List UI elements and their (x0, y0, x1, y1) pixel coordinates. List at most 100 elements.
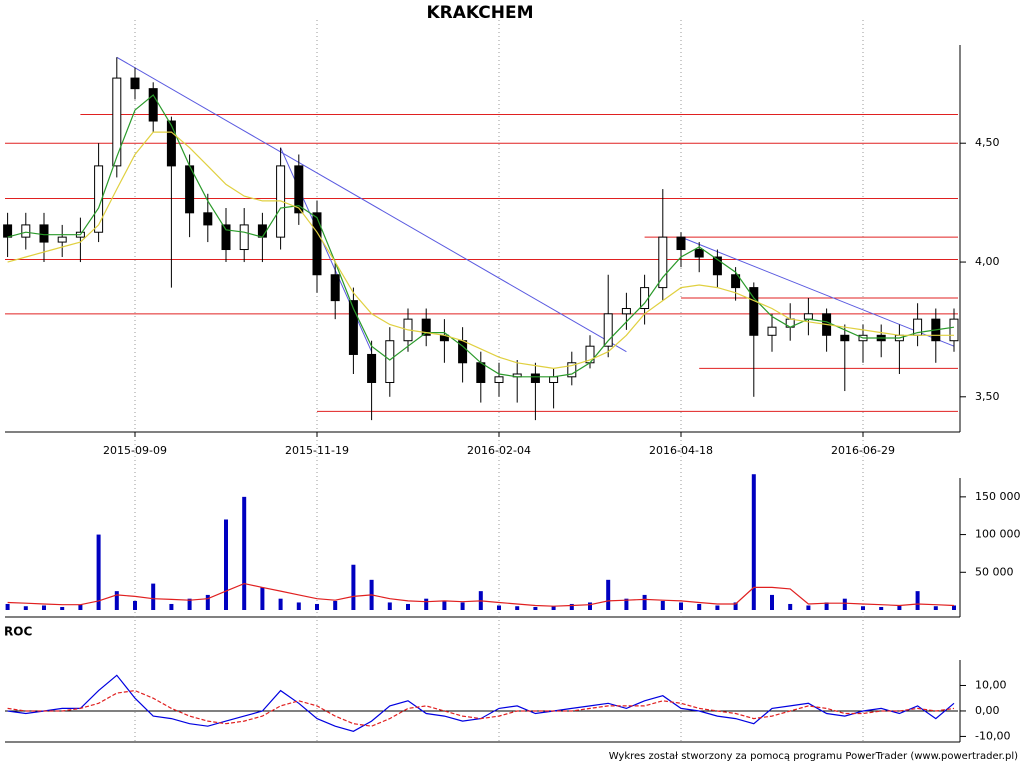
bar (606, 579, 611, 610)
bar (733, 602, 738, 610)
candle-body (367, 353, 377, 383)
candle-body (312, 212, 322, 276)
bar (770, 594, 774, 610)
bar (642, 594, 647, 610)
candle-body (257, 224, 267, 238)
candle-body (203, 212, 213, 226)
line-series (7, 131, 954, 370)
bar (333, 600, 338, 610)
y-tick-label: 3,50 (975, 390, 1000, 403)
candle-body (185, 165, 195, 214)
bar (751, 474, 756, 610)
y-tick-label: 50 000 (975, 565, 1014, 578)
candle-body (348, 300, 358, 355)
y-tick-label: 10,00 (975, 678, 1007, 691)
candle-body (676, 236, 686, 251)
bar (169, 603, 174, 610)
bar (915, 591, 920, 610)
candle-body (712, 256, 722, 276)
trend-line (116, 56, 627, 353)
candle-body (803, 313, 813, 320)
candle-body (330, 274, 340, 302)
bar (442, 600, 447, 610)
bar (351, 564, 356, 610)
candle-body (549, 376, 559, 383)
candle-body (749, 287, 759, 336)
bar (569, 603, 574, 610)
bar (114, 591, 119, 610)
y-tick-label: 100 000 (975, 528, 1021, 541)
line-series (7, 689, 955, 727)
candle-body (130, 77, 140, 90)
bar (588, 602, 592, 610)
candle-body (39, 224, 49, 243)
candle-body (385, 340, 395, 383)
bar (679, 602, 683, 610)
candle-body (949, 318, 959, 342)
bar (242, 496, 247, 610)
bar (315, 603, 319, 610)
x-tick-label: 2016-02-04 (467, 444, 531, 457)
bar (952, 605, 956, 610)
bar (205, 594, 210, 610)
line-series (7, 674, 955, 732)
bar (296, 602, 301, 610)
bar (151, 583, 156, 610)
bar (515, 606, 520, 610)
bar (460, 602, 465, 610)
x-tick-label: 2015-09-09 (103, 444, 167, 457)
bar (224, 519, 228, 610)
panel-title: ROC (4, 625, 32, 639)
x-tick-label: 2015-11-19 (285, 444, 349, 457)
candle-body (3, 224, 13, 238)
candle-body (731, 274, 741, 289)
candle-body (294, 165, 304, 214)
bar (278, 598, 283, 610)
candle-body (658, 236, 668, 289)
candle-body (621, 308, 631, 315)
candle-body (421, 318, 431, 336)
candle-body (148, 88, 158, 122)
bar (551, 606, 556, 610)
y-tick-label: 4,00 (975, 255, 1000, 268)
y-tick-label: -10,00 (975, 729, 1010, 742)
candle-body (494, 376, 504, 383)
bar (60, 606, 65, 610)
candle-body (567, 362, 577, 378)
trend-line (680, 236, 955, 347)
bar (788, 603, 793, 610)
bar (23, 606, 28, 610)
bar (133, 600, 137, 610)
candle-body (57, 236, 67, 243)
bar (879, 606, 884, 610)
footer: Wykres został stworzony za pomocą progra… (609, 751, 1018, 762)
bar (624, 598, 629, 610)
bar (497, 605, 501, 610)
candle-body (603, 313, 613, 347)
candle-body (221, 224, 231, 251)
bar (96, 534, 101, 610)
bar (897, 605, 902, 610)
bar (660, 600, 665, 610)
candle-body (476, 362, 486, 383)
bar (260, 587, 265, 610)
bar (406, 603, 410, 610)
candle-body (840, 334, 850, 342)
y-tick-label: 150 000 (975, 490, 1021, 503)
x-tick-label: 2016-04-18 (649, 444, 713, 457)
bar (861, 606, 865, 610)
y-tick-label: 4,50 (975, 136, 1000, 149)
candle-body (694, 249, 704, 258)
bar (387, 602, 392, 610)
bar (78, 604, 83, 610)
bar (533, 606, 538, 610)
bar (424, 598, 429, 610)
bar (697, 603, 702, 610)
bar (806, 605, 811, 610)
candle-body (166, 120, 176, 167)
bar (824, 602, 829, 610)
bar (187, 598, 192, 610)
candle-body (767, 326, 777, 336)
